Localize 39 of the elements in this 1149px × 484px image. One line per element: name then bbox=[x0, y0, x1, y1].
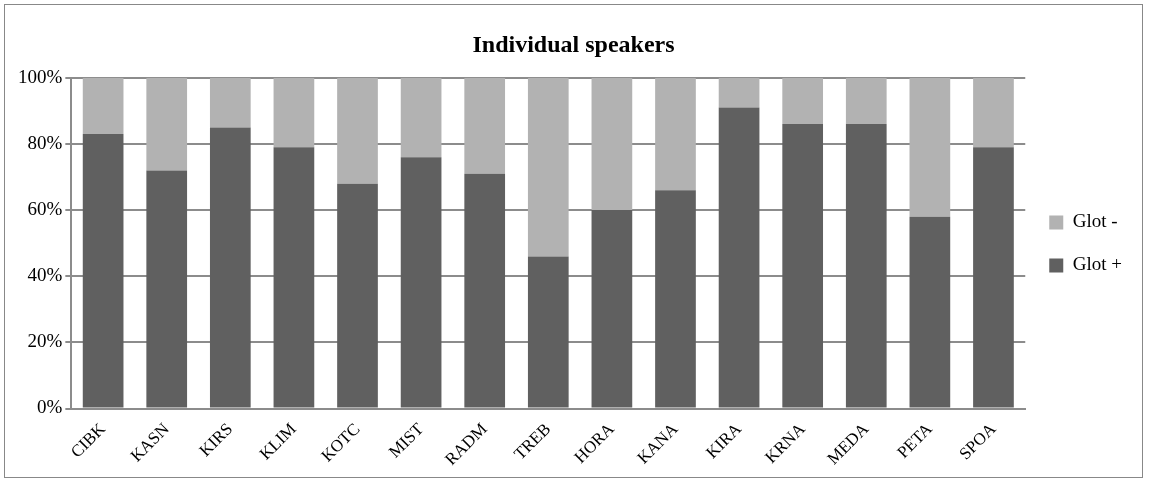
bar bbox=[400, 157, 442, 408]
bar bbox=[464, 77, 506, 174]
bar bbox=[400, 77, 442, 158]
bar bbox=[591, 77, 633, 211]
bar bbox=[464, 173, 506, 408]
bar bbox=[655, 77, 696, 191]
bar bbox=[973, 77, 1014, 148]
bar bbox=[909, 216, 951, 408]
y-tick-label: 60% bbox=[27, 198, 63, 220]
y-tick-label: 100% bbox=[18, 65, 63, 87]
bar bbox=[591, 210, 633, 408]
legend-label: Glot - bbox=[1072, 210, 1118, 232]
bar bbox=[273, 77, 315, 148]
y-tick-label: 80% bbox=[27, 131, 63, 153]
bar bbox=[82, 77, 124, 135]
bar bbox=[718, 107, 760, 408]
bar bbox=[973, 147, 1014, 408]
chart-title: Individual speakers bbox=[472, 30, 675, 57]
bar bbox=[273, 147, 315, 408]
y-tick-label: 40% bbox=[27, 264, 63, 286]
bar bbox=[82, 134, 124, 408]
bar bbox=[527, 256, 569, 408]
bar bbox=[718, 77, 760, 108]
bar bbox=[146, 170, 188, 408]
bar bbox=[655, 190, 696, 408]
bar bbox=[337, 183, 378, 408]
bar bbox=[209, 127, 251, 408]
bar bbox=[909, 77, 951, 217]
y-tick-label: 0% bbox=[37, 396, 63, 418]
bar bbox=[337, 77, 378, 184]
bar bbox=[146, 77, 188, 171]
bar bbox=[782, 77, 824, 125]
bar bbox=[782, 124, 824, 408]
y-tick-label: 20% bbox=[27, 330, 63, 352]
bar bbox=[845, 77, 887, 125]
bar bbox=[845, 124, 887, 408]
legend-label: Glot + bbox=[1072, 253, 1123, 275]
bar bbox=[527, 77, 569, 257]
bar bbox=[209, 77, 251, 128]
